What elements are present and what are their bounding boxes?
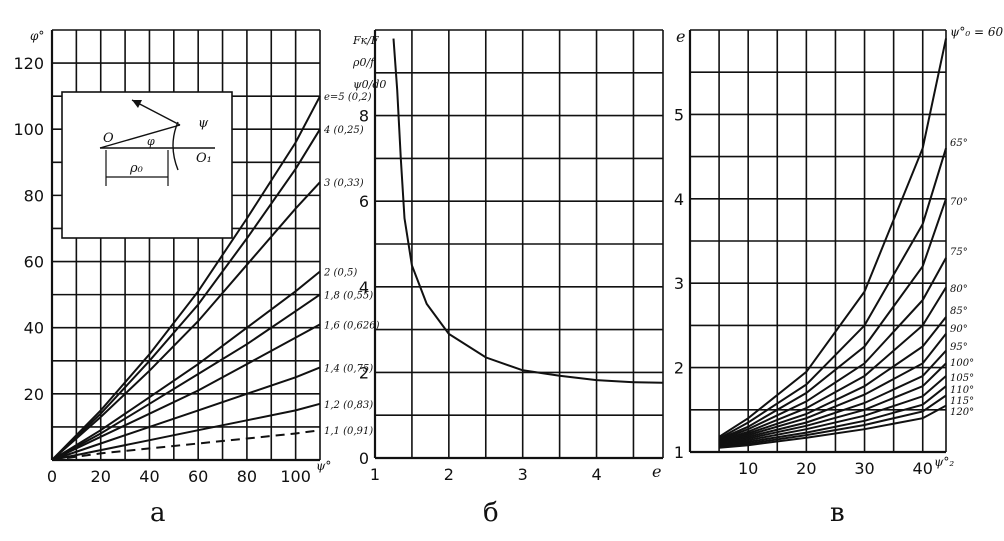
x-tick-label-a: 0 bbox=[47, 467, 57, 486]
x-tick-label-c: 30 bbox=[854, 459, 874, 478]
x-tick-label-b: 2 bbox=[444, 465, 454, 484]
series-line-c-7 bbox=[718, 333, 947, 444]
x-tick-label-c: 10 bbox=[738, 459, 758, 478]
series-line-a-1 bbox=[51, 95, 321, 461]
x-tick-label-b: 3 bbox=[518, 465, 528, 484]
series-label-a-6: 1,6 (0,626) bbox=[324, 320, 380, 331]
y-axis-label-a: φ° bbox=[30, 29, 44, 43]
series-label-c-1: ψ°₀ = 60° bbox=[950, 25, 1004, 39]
series-label-a-3: 3 (0,33) bbox=[324, 178, 364, 189]
y-tick-label-c: 3 bbox=[674, 274, 684, 293]
series-line-c-8 bbox=[718, 350, 947, 445]
series-line-a-8 bbox=[51, 402, 321, 461]
y-tick-label-c: 5 bbox=[674, 105, 684, 124]
y-tick-label-b: 0 bbox=[359, 449, 369, 468]
x-tick-label-c: 40 bbox=[913, 459, 933, 478]
series-line-c-13 bbox=[719, 404, 947, 449]
series-line-c-3 bbox=[718, 198, 947, 441]
x-tick-label-a: 40 bbox=[139, 467, 159, 486]
series-label-c-13: 120° bbox=[950, 407, 974, 418]
series-label-a-1: e=5 (0,2) bbox=[324, 92, 372, 103]
series-label-c-6: 85° bbox=[950, 306, 968, 317]
y-tick-label-a: 20 bbox=[24, 385, 44, 404]
series-label-c-4: 75° bbox=[950, 247, 968, 258]
series-label-a-2: 4 (0,25) bbox=[323, 125, 364, 136]
caption-a: а bbox=[150, 498, 166, 528]
caption-b: б bbox=[483, 498, 499, 528]
x-tick-label-a: 20 bbox=[91, 467, 111, 486]
inset-arc bbox=[172, 121, 179, 171]
inset-label-o: O bbox=[103, 131, 114, 146]
series-line-c-6 bbox=[718, 316, 947, 443]
series-line-a-4 bbox=[51, 270, 321, 461]
x-axis-label-c: ψ°₂ bbox=[934, 455, 954, 469]
inset-ray-line bbox=[99, 124, 181, 149]
y-tick-label-c: 2 bbox=[674, 359, 684, 378]
x-tick-label-b: 1 bbox=[370, 465, 380, 484]
series-label-c-9: 100° bbox=[950, 358, 974, 369]
series-label-c-8: 95° bbox=[950, 342, 968, 353]
series-label-c-2: 65° bbox=[950, 138, 968, 149]
y-axis-label-b: Fк/F ρ0/f ψ0/d0 bbox=[352, 34, 386, 91]
series-line-a-7 bbox=[51, 366, 321, 461]
series-line-c-4 bbox=[718, 257, 947, 442]
series-label-a-5: 1,8 (0,55) bbox=[324, 291, 373, 302]
series-line-a-3 bbox=[51, 181, 321, 461]
panel-b bbox=[373, 29, 664, 460]
inset-arrow-line bbox=[131, 99, 181, 126]
inset-label-rho: ρ₀ bbox=[129, 161, 144, 176]
y-tick-label-b: 6 bbox=[359, 192, 369, 211]
series-label-c-12: 115° bbox=[950, 396, 974, 407]
series-line-c-11 bbox=[718, 385, 947, 448]
series-line-c-9 bbox=[718, 362, 947, 446]
inset-label-o1: O₁ bbox=[196, 151, 212, 166]
y-tick-label-a: 120 bbox=[13, 54, 44, 73]
inset-diagram bbox=[61, 91, 233, 239]
series-line-c-2 bbox=[718, 147, 947, 440]
x-tick-label-a: 80 bbox=[237, 467, 257, 486]
series-label-c-7: 90° bbox=[950, 324, 968, 335]
x-axis-label-b: e bbox=[652, 462, 661, 481]
series-line-c-1 bbox=[718, 38, 947, 438]
x-tick-label-a: 60 bbox=[188, 467, 208, 486]
y-tick-label-a: 40 bbox=[24, 319, 44, 338]
x-tick-label-c: 20 bbox=[796, 459, 816, 478]
inset-label-psi: ψ bbox=[198, 116, 209, 131]
series-label-a-4: 2 (0,5) bbox=[323, 267, 357, 278]
series-line-a-2 bbox=[51, 128, 321, 461]
y-tick-label-b: 8 bbox=[359, 107, 369, 126]
y-tick-label-a: 80 bbox=[24, 186, 44, 205]
series-label-c-3: 70° bbox=[950, 197, 968, 208]
panel-a bbox=[50, 29, 321, 462]
series-line-c-12 bbox=[718, 394, 947, 448]
series-line-c-5 bbox=[718, 286, 947, 442]
series-label-c-5: 80° bbox=[950, 284, 968, 295]
series-line-a-6 bbox=[51, 323, 321, 461]
series-label-c-11: 110° bbox=[950, 385, 974, 396]
series-label-c-10: 105° bbox=[950, 373, 974, 384]
panel-c bbox=[688, 29, 947, 454]
x-axis-label-a: ψ° bbox=[316, 459, 331, 473]
y-axis-label-c: e bbox=[676, 27, 685, 46]
series-line-c-10 bbox=[718, 375, 947, 447]
x-tick-label-a: 100 bbox=[280, 467, 311, 486]
series-line-b bbox=[392, 38, 664, 384]
series-label-a-9: 1,1 (0,91) bbox=[324, 426, 373, 437]
series-label-a-8: 1,2 (0,83) bbox=[324, 400, 373, 411]
series-line-a-9 bbox=[51, 429, 321, 461]
series-line-a-5 bbox=[51, 293, 321, 461]
y-tick-label-c: 1 bbox=[674, 443, 684, 462]
y-tick-label-c: 4 bbox=[674, 190, 684, 209]
series-label-a-7: 1,4 (0,75) bbox=[324, 363, 373, 374]
y-tick-label-b: 2 bbox=[359, 363, 369, 382]
inset-arrowhead bbox=[132, 100, 142, 108]
x-tick-label-b: 4 bbox=[591, 465, 601, 484]
y-tick-label-a: 60 bbox=[24, 253, 44, 272]
y-tick-label-a: 100 bbox=[13, 120, 44, 139]
caption-c: в bbox=[830, 498, 845, 528]
y-tick-label-b: 4 bbox=[359, 278, 369, 297]
inset-label-phi: φ bbox=[147, 135, 155, 148]
